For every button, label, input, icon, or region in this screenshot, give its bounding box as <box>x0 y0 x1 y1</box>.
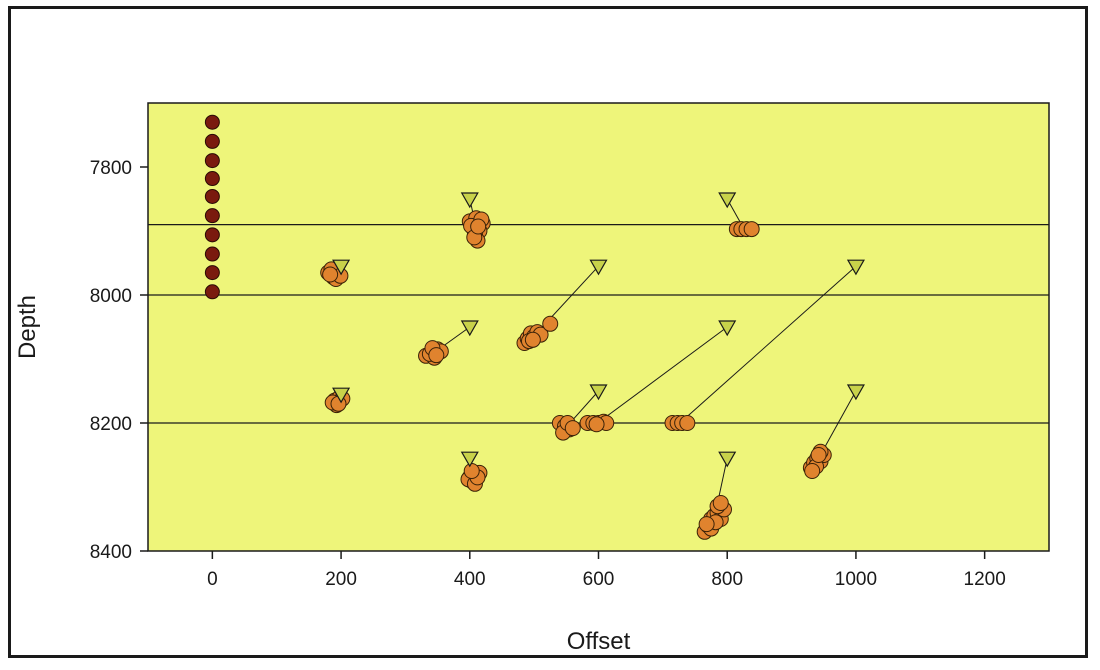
x-tick-label: 200 <box>325 569 357 590</box>
x-tick-label: 1000 <box>835 569 877 590</box>
receiver-point <box>204 153 220 169</box>
y-tick-label: 8400 <box>90 542 132 563</box>
source-point <box>589 384 608 401</box>
event-point <box>463 463 480 479</box>
source-point <box>460 192 479 209</box>
event-point <box>564 420 581 437</box>
receiver-point <box>204 133 220 149</box>
y-tick-label: 8200 <box>90 414 132 435</box>
event-point <box>698 516 715 533</box>
event-point <box>804 463 821 479</box>
source-point <box>332 259 351 276</box>
receiver-point <box>204 188 220 204</box>
event-point <box>810 447 827 463</box>
source-point <box>718 320 737 337</box>
data-points <box>204 114 865 540</box>
event-point <box>743 221 760 238</box>
chart-frame: 0 200 400 600 800 1000 1200 7800 8000 8200 8400 Of… <box>8 6 1088 658</box>
source-point <box>460 320 479 337</box>
source-link <box>597 326 728 424</box>
source-point <box>332 387 351 404</box>
scatter-chart: 0 200 400 600 800 1000 1200 7800 8000 8200 8400 Of… <box>14 102 1050 655</box>
y-axis-title: Depth <box>14 295 41 359</box>
y-tick-label: 7800 <box>90 158 132 179</box>
event-point <box>470 218 487 235</box>
source-point <box>846 384 865 401</box>
event-point <box>428 347 445 364</box>
source-point <box>718 192 737 209</box>
x-tick-label: 400 <box>454 569 486 590</box>
source-point <box>718 451 737 468</box>
x-tick-label: 0 <box>207 569 218 590</box>
receiver-point <box>204 284 220 300</box>
event-point <box>712 495 729 511</box>
source-point <box>589 259 608 276</box>
receiver-point <box>204 114 220 130</box>
x-tick-label: 800 <box>711 569 743 590</box>
receiver-point <box>204 265 220 281</box>
event-point <box>679 415 696 431</box>
y-tick-label: 8000 <box>90 286 132 307</box>
event-point <box>322 266 339 283</box>
source-point <box>846 259 865 276</box>
event-point <box>542 315 559 332</box>
receiver-point <box>204 246 220 262</box>
x-tick-label: 600 <box>583 569 615 590</box>
axes: 0 200 400 600 800 1000 1200 7800 8000 8200 8400 <box>90 158 1006 590</box>
receiver-point <box>204 208 220 224</box>
event-point <box>524 331 541 348</box>
x-axis-title: Offset <box>567 628 631 655</box>
source-link <box>679 265 857 424</box>
receiver-point <box>204 171 220 187</box>
source-point <box>460 451 479 468</box>
event-point <box>588 416 605 433</box>
x-tick-label: 1200 <box>964 569 1006 590</box>
receiver-point <box>204 227 220 243</box>
plot-area <box>148 103 1049 551</box>
